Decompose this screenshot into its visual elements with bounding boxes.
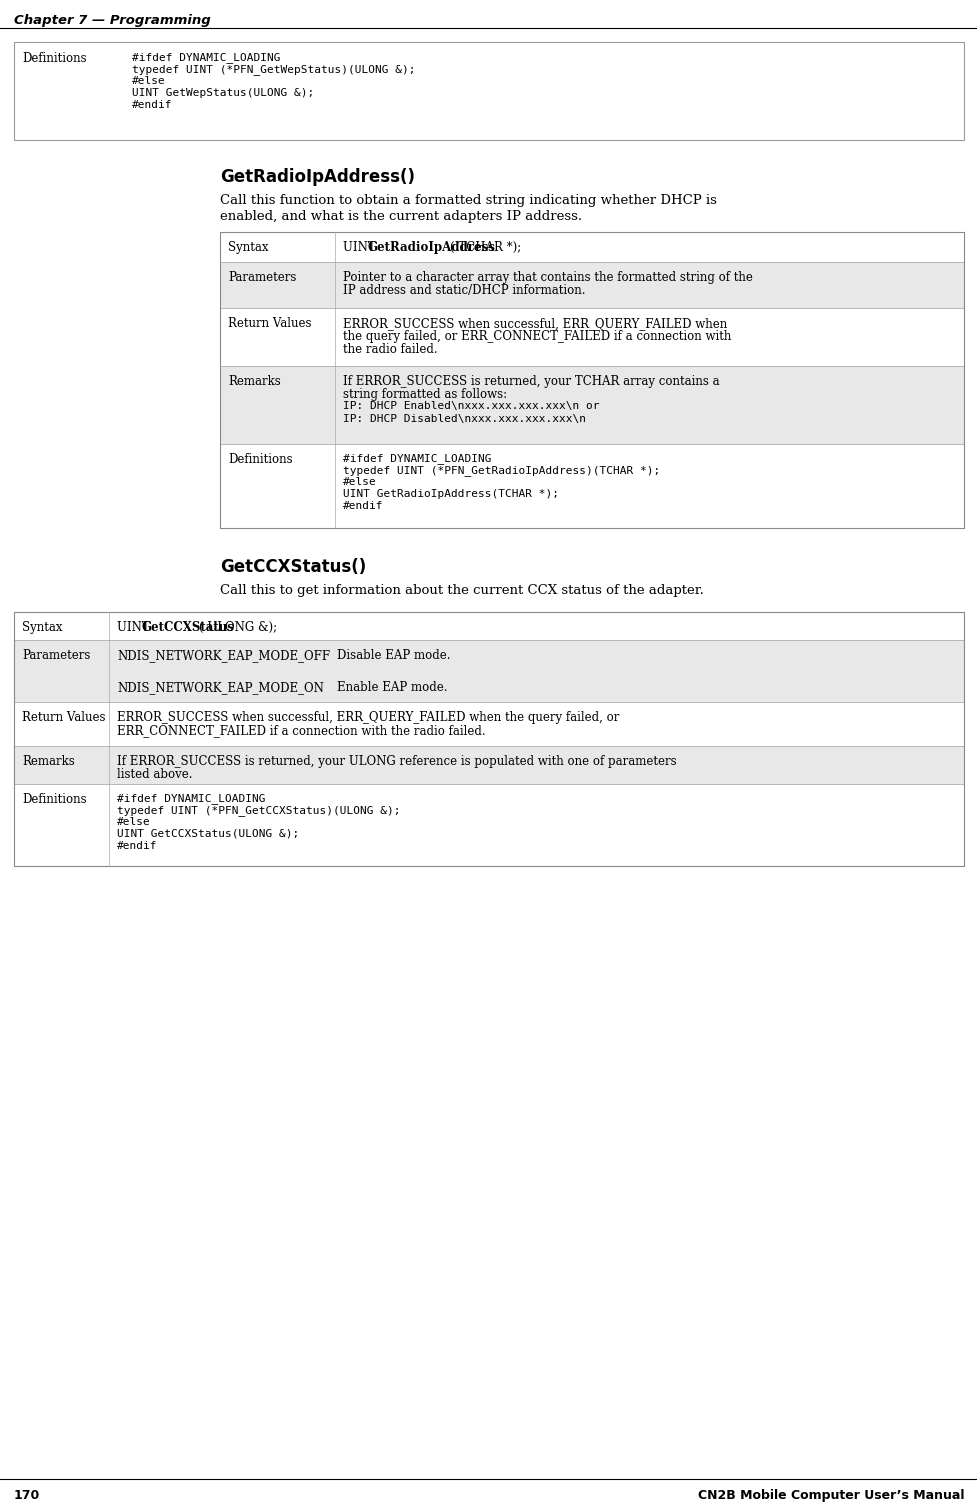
Text: Definitions: Definitions [21,794,87,806]
Bar [14,612,963,640]
Text: ERROR_SUCCESS when successful, ERR_QUERY_FAILED when: ERROR_SUCCESS when successful, ERR_QUERY… [343,317,727,331]
Text: typedef UINT (*PFN_GetRadioIpAddress)(TCHAR *);: typedef UINT (*PFN_GetRadioIpAddress)(TC… [343,464,659,476]
Text: UINT: UINT [117,621,153,634]
Text: CN2B Mobile Computer User’s Manual: CN2B Mobile Computer User’s Manual [697,1489,963,1501]
Text: #endif: #endif [117,842,157,851]
Text: If ERROR_SUCCESS is returned, your ULONG reference is populated with one of para: If ERROR_SUCCESS is returned, your ULONG… [117,755,676,768]
Text: #else: #else [343,476,376,487]
Bar [220,231,963,262]
Text: #else: #else [117,818,150,827]
Text: Disable EAP mode.: Disable EAP mode. [337,649,450,661]
Text: UINT GetWepStatus(ULONG &);: UINT GetWepStatus(ULONG &); [132,89,314,98]
Text: the radio failed.: the radio failed. [343,343,437,356]
Text: #endif: #endif [343,500,383,511]
Text: If ERROR_SUCCESS is returned, your TCHAR array contains a: If ERROR_SUCCESS is returned, your TCHAR… [343,376,719,388]
Bar [220,443,963,528]
Text: IP: DHCP Enabled\nxxx.xxx.xxx.xxx\n or: IP: DHCP Enabled\nxxx.xxx.xxx.xxx\n or [343,401,599,410]
Text: IP: DHCP Disabled\nxxx.xxx.xxx.xxx\n: IP: DHCP Disabled\nxxx.xxx.xxx.xxx\n [343,413,585,424]
Bar [220,367,963,443]
Text: ERROR_SUCCESS when successful, ERR_QUERY_FAILED when the query failed, or: ERROR_SUCCESS when successful, ERR_QUERY… [117,711,618,724]
Text: Enable EAP mode.: Enable EAP mode. [337,681,447,694]
Text: listed above.: listed above. [117,768,192,782]
Text: string formatted as follows:: string formatted as follows: [343,388,507,401]
Bar [14,745,963,785]
Bar [220,308,963,367]
Bar [14,42,963,140]
Bar [14,612,963,866]
Text: Parameters: Parameters [21,649,90,661]
Text: Definitions: Definitions [228,452,292,466]
Text: IP address and static/DHCP information.: IP address and static/DHCP information. [343,284,585,298]
Text: typedef UINT (*PFN_GetWepStatus)(ULONG &);: typedef UINT (*PFN_GetWepStatus)(ULONG &… [132,65,415,75]
Text: #ifdef DYNAMIC_LOADING: #ifdef DYNAMIC_LOADING [132,53,280,63]
Text: GetCCXStatus: GetCCXStatus [141,621,234,634]
Text: GetRadioIpAddress(): GetRadioIpAddress() [220,168,414,186]
Bar [14,640,963,702]
Text: GetCCXStatus(): GetCCXStatus() [220,558,365,576]
Bar [220,231,963,528]
Text: NDIS_NETWORK_EAP_MODE_OFF: NDIS_NETWORK_EAP_MODE_OFF [117,649,330,661]
Text: ERR_CONNECT_FAILED if a connection with the radio failed.: ERR_CONNECT_FAILED if a connection with … [117,724,486,736]
Text: ( TCHAR *);: ( TCHAR *); [449,240,521,254]
Bar [14,785,963,866]
Text: Call this function to obtain a formatted string indicating whether DHCP is: Call this function to obtain a formatted… [220,194,716,207]
Text: Syntax: Syntax [21,621,63,634]
Text: ( ULONG &);: ( ULONG &); [199,621,277,634]
Text: NDIS_NETWORK_EAP_MODE_ON: NDIS_NETWORK_EAP_MODE_ON [117,681,323,694]
Text: typedef UINT (*PFN_GetCCXStatus)(ULONG &);: typedef UINT (*PFN_GetCCXStatus)(ULONG &… [117,806,401,816]
Text: UINT GetRadioIpAddress(TCHAR *);: UINT GetRadioIpAddress(TCHAR *); [343,488,559,499]
Text: Call this to get information about the current CCX status of the adapter.: Call this to get information about the c… [220,585,703,597]
Bar [14,702,963,745]
Bar [220,262,963,308]
Text: Pointer to a character array that contains the formatted string of the: Pointer to a character array that contai… [343,271,752,284]
Text: Chapter 7 — Programming: Chapter 7 — Programming [14,14,210,27]
Text: UINT GetCCXStatus(ULONG &);: UINT GetCCXStatus(ULONG &); [117,830,299,839]
Text: #ifdef DYNAMIC_LOADING: #ifdef DYNAMIC_LOADING [117,794,265,804]
Text: enabled, and what is the current adapters IP address.: enabled, and what is the current adapter… [220,210,581,222]
Text: Definitions: Definitions [21,53,87,65]
Text: UINT: UINT [343,240,379,254]
Text: #endif: #endif [132,101,172,110]
Text: Remarks: Remarks [228,376,280,388]
Text: 170: 170 [14,1489,40,1501]
Text: Parameters: Parameters [228,271,296,284]
Text: Return Values: Return Values [228,317,312,331]
Text: the query failed, or ERR_CONNECT_FAILED if a connection with: the query failed, or ERR_CONNECT_FAILED … [343,331,731,343]
Text: Remarks: Remarks [21,755,74,768]
Text: GetRadioIpAddress: GetRadioIpAddress [367,240,494,254]
Text: Syntax: Syntax [228,240,269,254]
Text: #ifdef DYNAMIC_LOADING: #ifdef DYNAMIC_LOADING [343,452,491,464]
Text: #else: #else [132,77,165,86]
Text: Return Values: Return Values [21,711,106,724]
